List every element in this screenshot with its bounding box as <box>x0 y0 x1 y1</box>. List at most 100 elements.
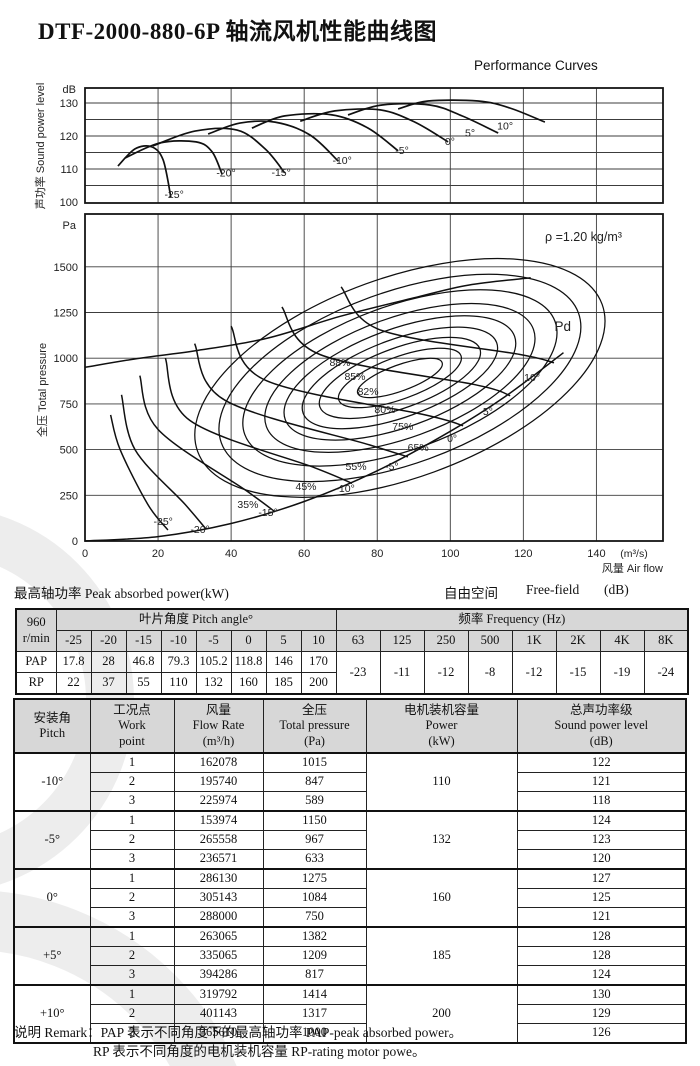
freq-col-header: 125 <box>379 630 425 652</box>
sound-chart-grid <box>85 88 663 203</box>
sound-ylabel: 声功率 Sound power level <box>33 83 47 210</box>
pressure-ylabel: 全压 Total pressure <box>35 343 49 437</box>
contour-80% <box>301 326 499 430</box>
flow-cell: 195740 <box>173 772 264 792</box>
flow-xtick: 20 <box>152 548 164 560</box>
pitch-col-header: -20 <box>90 630 127 652</box>
flow-cell: 162078 <box>173 752 264 773</box>
flow-cell: 401143 <box>173 1004 264 1024</box>
sound-ytick: 100 <box>60 197 78 209</box>
work-point-cell: 2 <box>89 888 175 908</box>
work-point-cell: 3 <box>89 791 175 812</box>
pitch-angle-group-header: 叶片角度 Pitch angle° <box>55 608 337 631</box>
sound-curve-10deg <box>397 99 546 123</box>
power-cell: 160 <box>365 868 518 928</box>
freq-col-header: 4K <box>599 630 645 652</box>
work-point-cell: 2 <box>89 830 175 850</box>
table-cell: 37 <box>90 672 127 695</box>
work-point-cell: 1 <box>89 868 175 889</box>
freq-value-cell: -11 <box>379 651 425 695</box>
row-label: RP <box>15 672 57 695</box>
sound-ytick: 130 <box>60 98 78 110</box>
flow-xtick: 100 <box>441 548 459 560</box>
sound-curve-label: -15° <box>271 167 290 179</box>
freq-col-header: 2K <box>555 630 601 652</box>
table-cell: 146 <box>265 651 302 673</box>
pressure-flow-chart: 88% 85% 82% 80% 75% 65% 55% 45% 35% -25° -20° -15° -… <box>35 213 664 575</box>
flow-xlabel: 风量 Air flow <box>602 562 663 575</box>
flow-cell: 286130 <box>173 868 264 889</box>
remark-line-2: RP 表示不同角度的电机装机容量 RP-rating motor powe。 <box>93 1043 426 1059</box>
sound-curve--10deg <box>207 120 339 162</box>
sound-curve-label: -5° <box>395 145 409 157</box>
contour-label: 35% <box>237 499 258 511</box>
perf-col-header: 电机装机容量 Power (kW) <box>365 698 518 754</box>
freq-value-cell: -19 <box>599 651 645 695</box>
sound-curve-label: 0° <box>445 136 455 148</box>
sound-level-cell: 122 <box>516 752 687 773</box>
power-cell: 185 <box>365 926 518 986</box>
remark-line-1: 说明 Remark：PAP 表示不同角度下的最高轴功率 PAP-peak abs… <box>14 1025 463 1040</box>
performance-data-table: 安装角 Pitch 工况点 Work point 风量 Flow Rate (m³/h) 全压 T… <box>13 698 687 1044</box>
page-title: DTF-2000-880-6P 轴流风机性能曲线图 <box>38 19 438 44</box>
peak-absorbed-power-caption: 最高轴功率 Peak absorbed power(kW) <box>14 586 229 601</box>
contour-label: 65% <box>408 442 429 454</box>
pitch-curve--15deg <box>139 375 276 513</box>
pitch-curve--5deg <box>193 343 409 458</box>
perf-col-header: 总声功率级 Sound power level (dB) <box>516 698 687 754</box>
table-cell: 17.8 <box>55 651 92 673</box>
sound-level-cell: 129 <box>516 1004 687 1024</box>
flow-cell: 394286 <box>173 965 264 986</box>
freq-value-cell: -24 <box>643 651 689 695</box>
freq-col-header: 250 <box>423 630 469 652</box>
free-field-unit: (dB) <box>604 582 629 597</box>
pd-curve <box>84 352 564 542</box>
pressure-cell: 967 <box>262 830 367 850</box>
pitch-col-header: -5 <box>195 630 232 652</box>
freq-col-header: 1K <box>511 630 557 652</box>
freq-col-header: 8K <box>643 630 689 652</box>
pitch-curve-label: -15° <box>258 507 277 519</box>
sound-curve-0deg <box>299 108 449 143</box>
remark-note: 说明 Remark：PAP 表示不同角度下的最高轴功率 PAP-peak abs… <box>14 1024 462 1062</box>
flow-cell: 225974 <box>173 791 264 812</box>
contour-label: 82% <box>358 386 379 398</box>
sound-curve--25deg <box>117 145 172 198</box>
sound-level-cell: 124 <box>516 965 687 986</box>
freq-col-header: 500 <box>467 630 513 652</box>
work-point-cell: 2 <box>89 772 175 792</box>
pitch-cell: -10° <box>13 752 91 812</box>
pressure-cell: 1382 <box>262 926 367 947</box>
flow-cell: 335065 <box>173 946 264 966</box>
sound-level-cell: 126 <box>516 1023 687 1044</box>
pressure-cell: 1084 <box>262 888 367 908</box>
contour-88% <box>356 357 443 399</box>
work-point-cell: 1 <box>89 752 175 773</box>
perf-col-header: 安装角 Pitch <box>13 698 91 754</box>
work-point-cell: 2 <box>89 1004 175 1024</box>
flow-xunit-label: (m³/s) <box>620 548 647 560</box>
pitch-curve-label: -20° <box>190 524 209 536</box>
contour-85% <box>337 347 463 409</box>
perf-col-header: 风量 Flow Rate (m³/h) <box>173 698 264 754</box>
table-cell: 46.8 <box>125 651 162 673</box>
contour-label: 85% <box>344 371 365 383</box>
contour-45% <box>218 273 582 483</box>
pressure-cell: 750 <box>262 907 367 928</box>
free-field-caption-cn: 自由空间 <box>444 586 498 601</box>
power-cell: 110 <box>365 752 518 812</box>
sound-level-cell: 128 <box>516 946 687 966</box>
work-point-cell: 1 <box>89 984 175 1005</box>
work-point-cell: 3 <box>89 907 175 928</box>
flow-cell: 153974 <box>173 810 264 831</box>
contour-label: 75% <box>392 421 413 433</box>
pressure-ytick: 250 <box>60 490 78 502</box>
table-cell: 79.3 <box>160 651 197 673</box>
freq-value-cell: -15 <box>555 651 601 695</box>
contour-label: 80% <box>374 404 395 416</box>
sound-level-cell: 121 <box>516 907 687 928</box>
contour-label: 45% <box>295 481 316 493</box>
pressure-cell: 1414 <box>262 984 367 1005</box>
air-density-note: ρ =1.20 kg/m³ <box>545 230 622 244</box>
